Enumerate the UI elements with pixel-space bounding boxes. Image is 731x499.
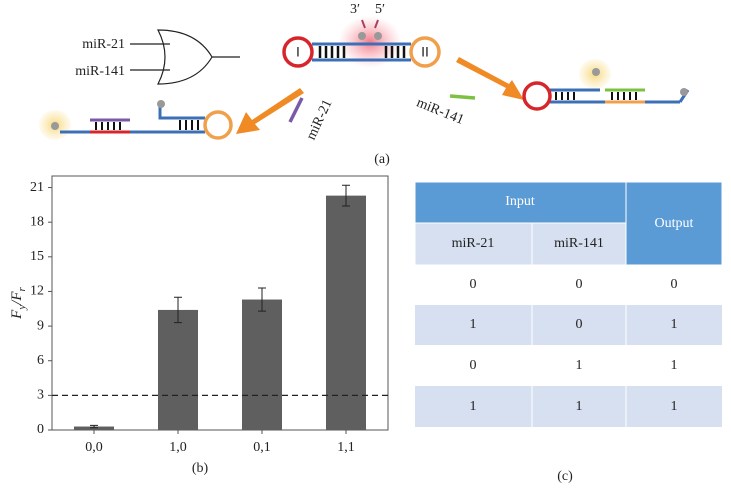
loop-label: I bbox=[296, 44, 300, 60]
loop-label: II bbox=[421, 44, 429, 60]
bar bbox=[74, 426, 114, 430]
table-cell: 1 bbox=[671, 399, 678, 414]
table-cell: 0 bbox=[576, 317, 583, 332]
y-label-part: y bbox=[16, 305, 28, 311]
y-axis-label: Fy/Fr bbox=[9, 286, 27, 319]
y-tick-label: 15 bbox=[30, 249, 44, 264]
strand-label: miR-21 bbox=[304, 97, 336, 142]
y-label-part: F bbox=[9, 291, 25, 302]
x-tick-label: 1,1 bbox=[337, 440, 355, 455]
y-tick-label: 3 bbox=[37, 388, 44, 403]
table-subheader: miR-21 bbox=[452, 236, 495, 251]
table-cell: 0 bbox=[671, 277, 678, 292]
y-label-part: F bbox=[9, 309, 25, 320]
x-tick-label: 1,0 bbox=[169, 440, 187, 455]
gate-input: miR-21 bbox=[82, 37, 125, 52]
table-subheader: miR-141 bbox=[554, 236, 604, 251]
truth-table bbox=[414, 181, 723, 427]
table-cell: 1 bbox=[470, 399, 477, 414]
error-bar bbox=[90, 424, 98, 429]
y-tick-label: 18 bbox=[30, 214, 44, 229]
table-cell: 1 bbox=[671, 358, 678, 373]
table-header: Input bbox=[505, 194, 535, 209]
y-label-part: r bbox=[16, 286, 28, 291]
product-right bbox=[449, 59, 690, 111]
y-tick-label: 21 bbox=[30, 180, 44, 195]
bar-chart: 0 3 6 9 12 15 18 21 0,0 1,0 0,1 1,1 bbox=[30, 175, 389, 455]
y-tick-label: 6 bbox=[37, 353, 44, 368]
error-bar bbox=[174, 296, 182, 324]
error-bar bbox=[342, 184, 350, 207]
y-tick-label: 12 bbox=[30, 284, 44, 299]
caption: (b) bbox=[192, 461, 209, 476]
y-tick-label: 0 bbox=[37, 422, 44, 437]
table-cell: 0 bbox=[470, 277, 477, 292]
x-tick-label: 0,0 bbox=[85, 440, 103, 455]
y-tick-label: 9 bbox=[37, 318, 44, 333]
end-label: 3′ bbox=[350, 2, 360, 17]
plot-frame bbox=[51, 175, 389, 431]
table-header: Output bbox=[655, 216, 694, 231]
end-label: 5′ bbox=[375, 2, 385, 17]
table-cell: 1 bbox=[576, 358, 583, 373]
hairpin-probe bbox=[282, 16, 441, 68]
logic-gate bbox=[130, 29, 240, 85]
strand-label: miR-141 bbox=[414, 95, 466, 128]
bar bbox=[242, 299, 282, 430]
caption: (c) bbox=[557, 469, 573, 484]
error-bar bbox=[258, 287, 266, 312]
table-cell: 0 bbox=[470, 358, 477, 373]
caption: (a) bbox=[374, 152, 390, 167]
y-label-part: / bbox=[9, 299, 25, 306]
arrow bbox=[236, 57, 524, 134]
bar bbox=[158, 309, 198, 430]
table-body: 0 0 0 1 0 1 0 1 1 1 1 1 bbox=[470, 277, 678, 414]
x-tick-label: 0,1 bbox=[253, 440, 271, 455]
table-cell: 1 bbox=[671, 317, 678, 332]
table-cell: 1 bbox=[576, 399, 583, 414]
product-left bbox=[39, 97, 304, 140]
bar bbox=[326, 195, 366, 430]
table-cell: 0 bbox=[576, 277, 583, 292]
table-cell: 1 bbox=[470, 317, 477, 332]
gate-input: miR-141 bbox=[75, 64, 125, 79]
